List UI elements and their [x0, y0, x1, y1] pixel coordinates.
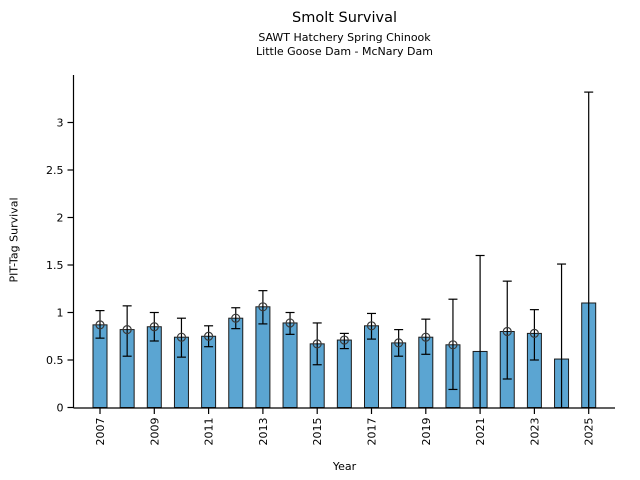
point-marker-2011	[204, 331, 214, 341]
y-tick-label-3: 3	[57, 116, 64, 129]
bar-2016	[336, 339, 352, 408]
x-tick-label-2019: 2019	[420, 418, 433, 446]
point-marker-2015	[312, 339, 322, 349]
chart-subtitle-line2: Little Goose Dam - McNary Dam	[256, 45, 433, 58]
x-tick-label-2017: 2017	[366, 418, 379, 446]
point-marker-2014	[285, 318, 295, 328]
y-tick-label-0.5: 0.5	[46, 354, 64, 367]
y-tick-label-2: 2	[57, 211, 64, 224]
x-tick-label-2023: 2023	[528, 418, 541, 446]
y-tick-label-0: 0	[57, 401, 64, 414]
point-marker-2018	[394, 338, 404, 348]
y-axis-label: PIT-Tag Survival	[7, 197, 21, 283]
bar-2014	[282, 322, 298, 409]
chart-title: Smolt Survival	[292, 10, 397, 26]
point-marker-2008	[122, 325, 132, 335]
y-tick-label-1: 1	[57, 306, 64, 319]
point-marker-2009	[149, 322, 159, 332]
x-tick-label-2021: 2021	[474, 418, 487, 446]
point-marker-2013	[258, 302, 268, 312]
x-tick-label-2009: 2009	[148, 418, 161, 446]
chart-subtitle-line1: SAWT Hatchery Spring Chinook	[258, 31, 431, 44]
point-marker-2019	[421, 332, 431, 342]
point-marker-2007	[95, 320, 105, 330]
bar-2012	[228, 317, 244, 409]
x-tick-label-2025: 2025	[583, 418, 596, 446]
y-tick-label-2.5: 2.5	[46, 164, 64, 177]
y-tick-label-1.5: 1.5	[46, 259, 64, 272]
point-marker-2023	[529, 328, 540, 338]
point-marker-2017	[366, 321, 377, 331]
point-marker-2020	[448, 340, 458, 350]
x-tick-label-2007: 2007	[94, 418, 107, 446]
point-marker-2022	[502, 326, 512, 337]
x-axis-label: Year	[332, 460, 357, 473]
point-marker-2016	[339, 335, 349, 345]
point-marker-2010	[176, 332, 187, 342]
x-tick-label-2011: 2011	[203, 418, 216, 446]
x-tick-label-2013: 2013	[257, 418, 270, 446]
x-tick-label-2015: 2015	[311, 418, 324, 446]
point-marker-2012	[231, 313, 241, 323]
